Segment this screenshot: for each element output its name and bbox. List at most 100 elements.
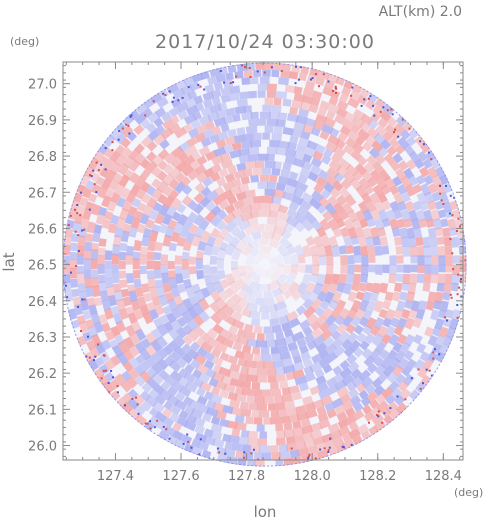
radar-gate (417, 264, 425, 274)
radar-gate (203, 167, 215, 178)
radar-gate (442, 200, 452, 213)
radar-gate (224, 136, 237, 146)
radar-gate (248, 310, 261, 320)
radar-gate (262, 69, 271, 77)
radar-gate (322, 210, 333, 222)
radar-gate (427, 227, 437, 238)
radar-gate (69, 251, 77, 261)
radar-gate (252, 346, 261, 355)
radar-gate (238, 147, 250, 157)
radar-gate (284, 155, 296, 165)
radar-gate (282, 357, 294, 367)
radar-gate (404, 334, 416, 347)
radar-gate (218, 102, 228, 111)
radar-gate (324, 402, 335, 412)
radar-gate (236, 298, 250, 310)
radar-gate (270, 346, 280, 355)
radar-gate (231, 214, 244, 227)
radar-gate (416, 245, 425, 257)
radar-speckle (131, 398, 134, 400)
radar-speckle (197, 83, 200, 86)
radar-gate (342, 282, 353, 295)
radar-gate (283, 264, 292, 276)
radar-gate (222, 211, 236, 225)
radar-gate (369, 325, 381, 337)
radar-gate (435, 183, 446, 195)
radar-gate (88, 193, 98, 203)
radar-speckle (111, 141, 114, 144)
radar-gate (225, 72, 234, 81)
radar-gate (351, 282, 360, 292)
radar-gate (412, 317, 423, 329)
radar-gate (125, 306, 135, 316)
radar-gate (276, 430, 286, 439)
radar-gate (396, 183, 408, 196)
radar-gate (331, 273, 340, 285)
radar-gate (131, 197, 142, 208)
radar-gate (67, 308, 78, 320)
radar-gate (279, 236, 293, 249)
radar-gate (283, 328, 294, 338)
radar-gate (396, 300, 406, 312)
radar-gate (210, 430, 223, 441)
radar-gate (176, 101, 189, 113)
radar-gate (401, 192, 411, 203)
radar-gate (289, 71, 299, 80)
radar-gate (211, 163, 222, 174)
radar-speckle (335, 92, 337, 94)
radar-gate (442, 335, 453, 347)
radar-gate (370, 112, 381, 123)
radar-gate (110, 355, 121, 367)
y-tick-label: 26.7 (28, 186, 57, 201)
radar-gate (205, 282, 217, 295)
radar-gate (279, 380, 289, 389)
radar-gate (231, 142, 242, 151)
radar-speckle (95, 161, 98, 164)
radar-speckle (65, 284, 67, 287)
radar-speckle (135, 396, 137, 399)
radar-gate (423, 174, 434, 186)
radar-gate (182, 298, 194, 311)
radar-gate (338, 425, 351, 437)
radar-gate (212, 438, 225, 448)
radar-gate (266, 83, 277, 91)
radar-gate (222, 115, 234, 125)
radar-gate (104, 158, 115, 171)
radar-gate (450, 236, 459, 248)
radar-gate (76, 205, 86, 216)
radar-speckle (438, 353, 441, 356)
radar-gate (169, 404, 182, 416)
radar-speckle (235, 75, 237, 78)
radar-gate (181, 434, 193, 445)
radar-gate (392, 152, 403, 164)
radar-speckle (442, 203, 445, 205)
radar-speckle (190, 446, 193, 449)
radar-gate (183, 278, 192, 289)
radar-gate (401, 308, 411, 320)
radar-gate (216, 176, 227, 187)
radar-gate (251, 265, 260, 273)
radar-gate (192, 111, 202, 121)
radar-gate (432, 218, 442, 230)
radar-speckle (445, 184, 447, 187)
radar-gate (204, 150, 218, 161)
radar-gate (264, 125, 274, 133)
radar-gate (331, 244, 341, 257)
radar-gate (274, 337, 287, 347)
radar-speckle (104, 168, 107, 171)
radar-gate (271, 324, 283, 334)
radar-gate (168, 122, 181, 135)
radar-speckle (218, 451, 221, 454)
radar-gate (375, 264, 383, 276)
radar-speckle (311, 77, 314, 80)
radar-speckle (252, 448, 255, 451)
radar-gate (106, 286, 115, 298)
radar-gate (224, 441, 234, 450)
radar-speckle (88, 208, 91, 211)
radar-gate (316, 290, 328, 303)
x-tick-label: 127.4 (97, 469, 134, 484)
radar-gate (300, 289, 312, 302)
radar-speckle (66, 296, 69, 299)
radar-gate (76, 272, 85, 284)
radar-gate (225, 243, 236, 256)
